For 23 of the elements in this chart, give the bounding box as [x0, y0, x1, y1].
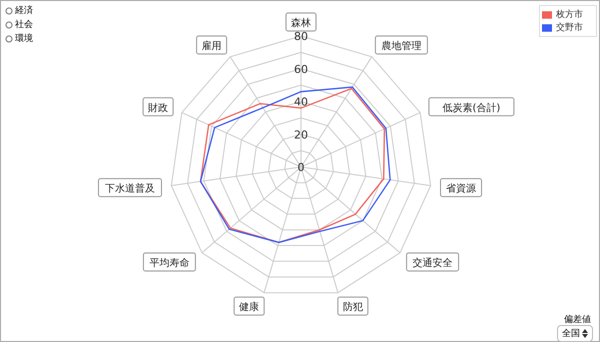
spoke-label: 交通安全 [412, 256, 453, 269]
y-tick-label: 60 [294, 62, 308, 76]
select-field: 全国 [557, 325, 593, 342]
spoke-label: 省資源 [446, 182, 476, 195]
y-tick-label: 0 [298, 161, 304, 174]
text: 環境 [15, 32, 33, 46]
spoke-label: 下水道普及 [104, 182, 155, 195]
spoke-label: 平均寿命 [149, 256, 190, 269]
spoke-label: 防犯 [342, 301, 363, 314]
spoke-label: 財政 [148, 102, 168, 114]
spoke-label: 雇用 [202, 40, 222, 52]
y-tick-label: 40 [294, 96, 308, 108]
legend-label: 交野市 [556, 23, 583, 33]
legend-label: 枚方市 [556, 10, 583, 20]
spoke-label: 森林 [291, 17, 311, 29]
text: 経済 [15, 4, 33, 18]
spoke-label: 農地管理 [381, 40, 422, 52]
y-tick-label: 20 [294, 128, 308, 142]
spoke-label: 低炭素(合計) [442, 102, 500, 114]
spoke-label: 健康 [239, 301, 260, 314]
text: 偏差値 [564, 314, 591, 326]
text: 社会 [15, 18, 33, 32]
y-tick-label: 80 [294, 30, 308, 43]
